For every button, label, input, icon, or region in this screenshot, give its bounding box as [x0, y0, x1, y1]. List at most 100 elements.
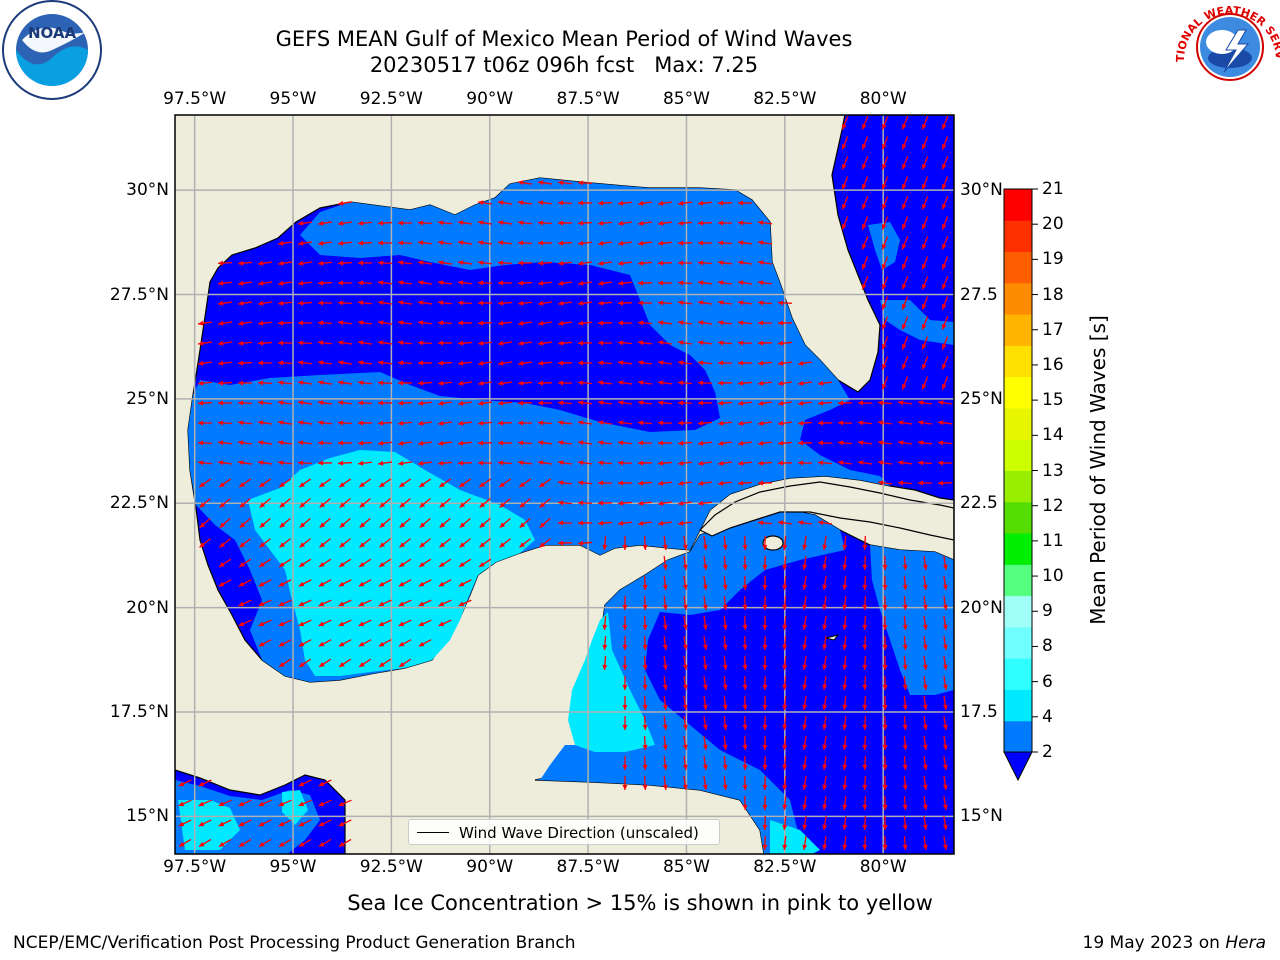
wind-arrow: [318, 579, 332, 587]
wind-arrow: [842, 535, 848, 551]
wind-arrow: [841, 156, 849, 170]
wind-arrow: [882, 755, 888, 771]
wind-arrow: [438, 599, 452, 607]
wind-arrow: [357, 240, 373, 246]
wind-arrow: [377, 260, 393, 266]
wind-arrow: [857, 440, 873, 446]
wind-arrow: [457, 380, 473, 386]
wind-arrow: [557, 440, 573, 446]
wind-arrow: [298, 639, 312, 647]
wind-arrow: [782, 575, 788, 591]
wind-arrow: [602, 535, 608, 551]
wind-arrow: [637, 380, 653, 386]
wind-arrow: [797, 360, 813, 366]
lat-tick-label-left: 27.5°N: [109, 284, 169, 305]
wind-arrow: [318, 599, 332, 607]
wind-arrow: [841, 116, 849, 130]
wind-arrow: [517, 200, 533, 206]
wind-arrow: [317, 420, 333, 426]
wind-arrow: [577, 500, 593, 506]
colorbar: [1003, 188, 1038, 782]
wind-arrow: [478, 558, 492, 568]
wind-arrow: [397, 400, 413, 406]
wind-arrow: [737, 360, 753, 366]
wind-arrow: [617, 200, 633, 206]
wind-arrow: [597, 280, 613, 286]
wind-arrow: [537, 240, 553, 246]
wind-arrow: [318, 838, 332, 848]
wind-arrow: [539, 517, 551, 529]
wind-arrow: [357, 300, 373, 306]
wind-arrow: [697, 480, 713, 486]
wind-arrow: [602, 655, 608, 671]
wind-arrow: [458, 599, 472, 607]
wind-arrow: [881, 356, 889, 370]
wind-arrow: [822, 675, 828, 691]
wind-arrow: [901, 356, 909, 370]
wind-arrow: [657, 500, 673, 506]
wind-arrow: [637, 260, 653, 266]
wind-arrow: [237, 360, 253, 366]
wind-arrow: [457, 220, 473, 226]
wind-arrow: [277, 360, 293, 366]
wind-arrow: [697, 440, 713, 446]
wind-arrow: [277, 280, 293, 286]
wind-arrow: [457, 440, 473, 446]
wind-arrow: [637, 500, 653, 506]
wind-arrow: [318, 619, 332, 627]
wind-arrow: [717, 260, 733, 266]
wind-arrow: [861, 236, 869, 250]
wind-arrow: [902, 775, 908, 791]
wind-arrow: [338, 838, 352, 848]
lat-tick-label-left: 22.5°N: [109, 493, 169, 514]
wind-arrow: [318, 779, 332, 787]
wind-arrow: [377, 280, 393, 286]
wind-arrow: [257, 360, 273, 366]
wind-arrow: [357, 320, 373, 326]
wind-arrow: [217, 420, 233, 426]
wind-arrow: [637, 340, 653, 346]
wind-arrow: [419, 517, 431, 529]
colorbar-tick-label: 18: [1042, 284, 1064, 305]
wind-arrow: [682, 675, 688, 691]
wind-arrow: [378, 619, 392, 627]
wind-arrow: [802, 695, 808, 711]
colorbar-label: Mean Period of Wind Waves [s]: [1086, 315, 1110, 625]
wind-arrow: [637, 480, 653, 486]
wind-arrow: [622, 755, 628, 771]
wind-arrow: [199, 538, 211, 548]
wind-arrow: [642, 675, 648, 691]
wind-arrow: [597, 360, 613, 366]
wind-arrow: [901, 256, 909, 270]
wind-arrow: [637, 280, 653, 286]
wind-arrow: [762, 595, 768, 611]
wind-arrow: [537, 320, 553, 326]
wind-arrow: [901, 196, 909, 210]
wind-arrow: [717, 200, 733, 206]
wind-arrow: [817, 380, 833, 386]
wind-arrow: [419, 538, 431, 548]
wind-arrow: [797, 400, 813, 406]
wind-arrow: [757, 400, 773, 406]
wind-arrow: [877, 420, 893, 426]
wind-arrow: [922, 735, 928, 751]
wind-arrow: [577, 260, 593, 266]
wind-arrow: [677, 440, 693, 446]
wind-arrow: [597, 320, 613, 326]
wind-arrow: [477, 240, 493, 246]
wind-arrow: [517, 360, 533, 366]
wind-arrow: [617, 240, 633, 246]
wind-arrow: [922, 635, 928, 651]
wind-arrow: [318, 658, 332, 668]
wind-arrow: [497, 240, 513, 246]
colorbar-tick-label: 9: [1042, 601, 1053, 622]
wind-arrow: [737, 340, 753, 346]
wind-arrow: [577, 300, 593, 306]
wind-arrow: [742, 755, 748, 771]
wind-arrow: [218, 799, 232, 807]
wind-arrow: [617, 400, 633, 406]
wind-arrow: [437, 300, 453, 306]
wind-arrow: [458, 579, 472, 587]
wind-arrow: [682, 735, 688, 751]
wind-arrow: [857, 400, 873, 406]
